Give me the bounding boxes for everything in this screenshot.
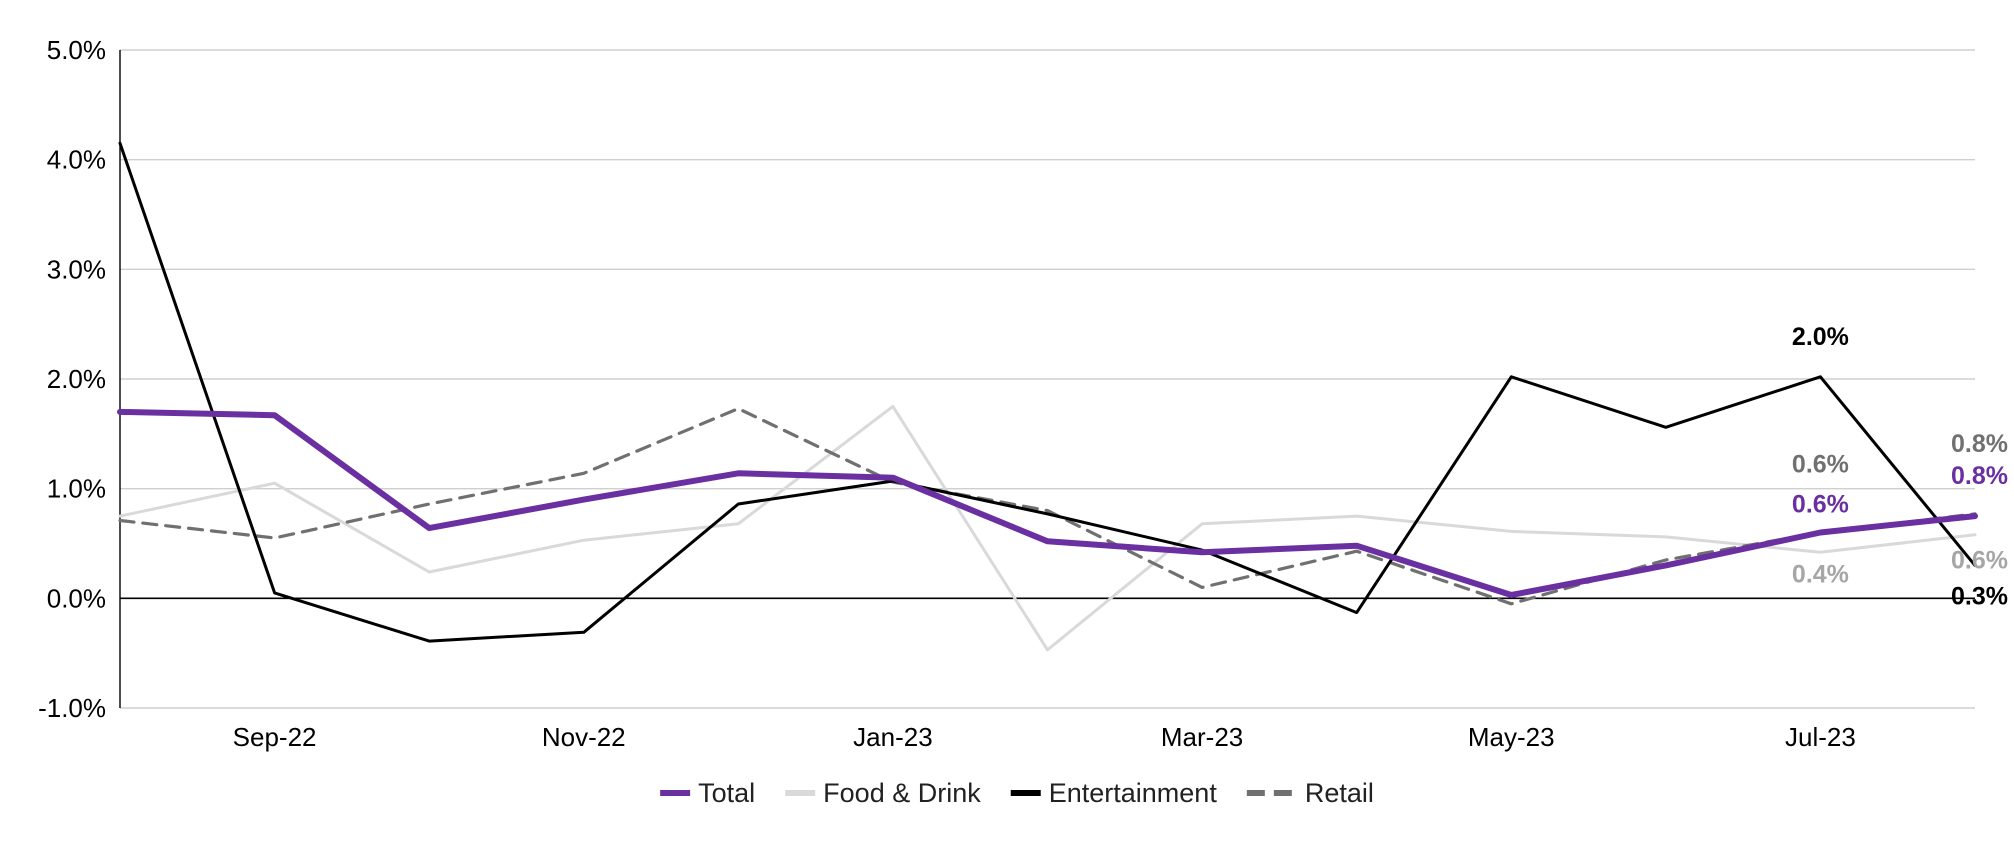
y-tick-label: 3.0%	[47, 254, 106, 284]
legend-item-entertainment[interactable]: Entertainment	[1010, 778, 1218, 808]
x-tick-label: Nov-22	[542, 722, 626, 752]
legend-item-total[interactable]: Total	[660, 778, 755, 808]
legend-label: Food & Drink	[823, 778, 981, 808]
y-tick-label: 5.0%	[47, 35, 106, 65]
y-tick-label: 4.0%	[47, 145, 106, 175]
data-label: 0.6%	[1951, 547, 2008, 575]
data-label: 2.0%	[1792, 323, 1849, 351]
y-axis-ticks: 5.0% 4.0% 3.0% 2.0% 1.0% 0.0% -1.0%	[38, 35, 106, 723]
x-tick-label: Jan-23	[853, 722, 933, 752]
y-tick-label: -1.0%	[38, 693, 106, 723]
series-line-retail	[118, 407, 1977, 606]
x-tick-label: May-23	[1468, 722, 1555, 752]
y-tick-label: 0.0%	[47, 583, 106, 613]
data-label: 0.4%	[1792, 560, 1849, 588]
legend-label: Entertainment	[1049, 778, 1218, 808]
x-tick-label: Mar-23	[1161, 722, 1243, 752]
x-tick-label: Jul-23	[1785, 722, 1856, 752]
series-line-entertainment	[118, 141, 1977, 643]
data-labels: 2.0% 0.6% 0.6% 0.4% 0.8% 0.8% 0.6% 0.3%	[1792, 323, 2008, 611]
y-tick-label: 1.0%	[47, 474, 106, 504]
data-label: 0.8%	[1951, 462, 2008, 490]
gridlines	[120, 49, 1975, 709]
legend-item-food-drink[interactable]: Food & Drink	[785, 778, 981, 808]
legend-label: Retail	[1305, 778, 1374, 808]
y-tick-label: 2.0%	[47, 364, 106, 394]
legend-label: Total	[698, 778, 755, 808]
data-label: 0.6%	[1792, 491, 1849, 519]
legend-item-retail[interactable]: Retail	[1246, 778, 1374, 808]
x-tick-label: Sep-22	[233, 722, 317, 752]
data-label: 0.6%	[1792, 451, 1849, 479]
x-axis-ticks: Sep-22 Nov-22 Jan-23 Mar-23 May-23 Jul-23	[233, 722, 1856, 752]
data-label: 0.3%	[1951, 582, 2008, 610]
series-lines	[117, 141, 1978, 652]
legend[interactable]: Total Food & Drink Entertainment Retail	[660, 778, 1374, 808]
series-line-food-drink	[118, 404, 1977, 652]
data-label: 0.8%	[1951, 430, 2008, 458]
series-line-total	[117, 408, 1978, 598]
